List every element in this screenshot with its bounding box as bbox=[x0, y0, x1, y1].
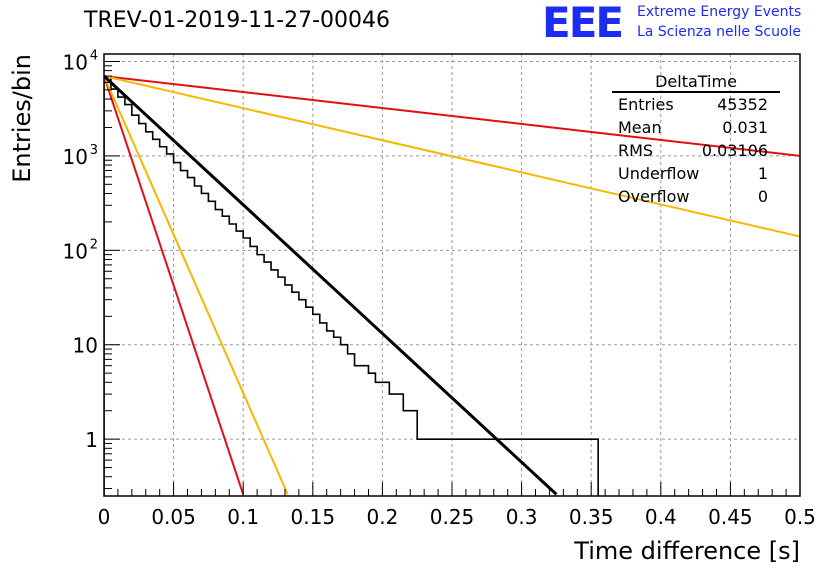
stats-label: RMS bbox=[618, 141, 654, 160]
stats-value: 0 bbox=[757, 187, 768, 206]
y-tick-exponent: 3 bbox=[90, 143, 98, 158]
y-tick-label: 10 bbox=[63, 239, 88, 263]
y-tick-label: 10 bbox=[63, 50, 88, 74]
stats-row-rms: RMS 0.03106 bbox=[612, 139, 780, 162]
stats-title: DeltaTime bbox=[612, 72, 780, 93]
stats-box: DeltaTime Entries 45352 Mean 0.031 RMS 0.0310… bbox=[612, 72, 780, 208]
reference-line-4 bbox=[104, 75, 289, 495]
stats-value: 0.03106 bbox=[701, 141, 768, 160]
reference-line-2 bbox=[104, 75, 800, 238]
stats-row-mean: Mean 0.031 bbox=[612, 116, 780, 139]
stats-row-entries: Entries 45352 bbox=[612, 93, 780, 116]
x-tick-label: 0.1 bbox=[227, 505, 259, 529]
chart-title: TREV-01-2019-11-27-00046 bbox=[84, 8, 391, 33]
x-tick-label: 0.05 bbox=[151, 505, 196, 529]
histogram bbox=[104, 75, 599, 496]
y-tick-exponent: 4 bbox=[90, 48, 98, 63]
x-tick-label: 0.35 bbox=[569, 505, 614, 529]
stats-value: 45352 bbox=[717, 95, 768, 114]
y-tick-label: 10 bbox=[73, 334, 98, 358]
y-axis-label: Entries/bin bbox=[8, 54, 36, 183]
stats-value: 0.031 bbox=[722, 118, 768, 137]
eee-logo: EEE bbox=[542, 0, 624, 47]
x-tick-label: 0 bbox=[98, 505, 111, 529]
x-axis-label: Time difference [s] bbox=[573, 537, 800, 565]
reference-line-1 bbox=[104, 75, 800, 157]
stats-value: 1 bbox=[757, 164, 768, 183]
stats-label: Mean bbox=[618, 118, 662, 137]
reference-line-3 bbox=[104, 75, 245, 495]
x-tick-label: 0.15 bbox=[291, 505, 336, 529]
x-tick-label: 0.5 bbox=[784, 505, 816, 529]
stats-label: Entries bbox=[618, 95, 674, 114]
stats-rows: Entries 45352 Mean 0.031 RMS 0.03106 Underflow… bbox=[612, 93, 780, 208]
y-tick-label: 1 bbox=[85, 428, 98, 452]
x-tick-label: 0.3 bbox=[506, 505, 538, 529]
stats-row-underflow: Underflow 1 bbox=[612, 162, 780, 185]
y-tick-label: 10 bbox=[63, 145, 88, 169]
x-tick-label: 0.2 bbox=[366, 505, 398, 529]
stats-row-overflow: Overflow 0 bbox=[612, 185, 780, 208]
x-tick-label: 0.45 bbox=[708, 505, 753, 529]
fit-line bbox=[104, 75, 558, 496]
y-tick-exponent: 2 bbox=[90, 237, 98, 252]
logo-line-1: Extreme Energy Events bbox=[637, 4, 802, 20]
x-tick-label: 0.4 bbox=[645, 505, 677, 529]
logo-line-2: La Scienza nelle Scuole bbox=[637, 24, 802, 40]
stats-label: Underflow bbox=[618, 164, 700, 183]
x-tick-label: 0.25 bbox=[430, 505, 475, 529]
stats-label: Overflow bbox=[618, 187, 690, 206]
